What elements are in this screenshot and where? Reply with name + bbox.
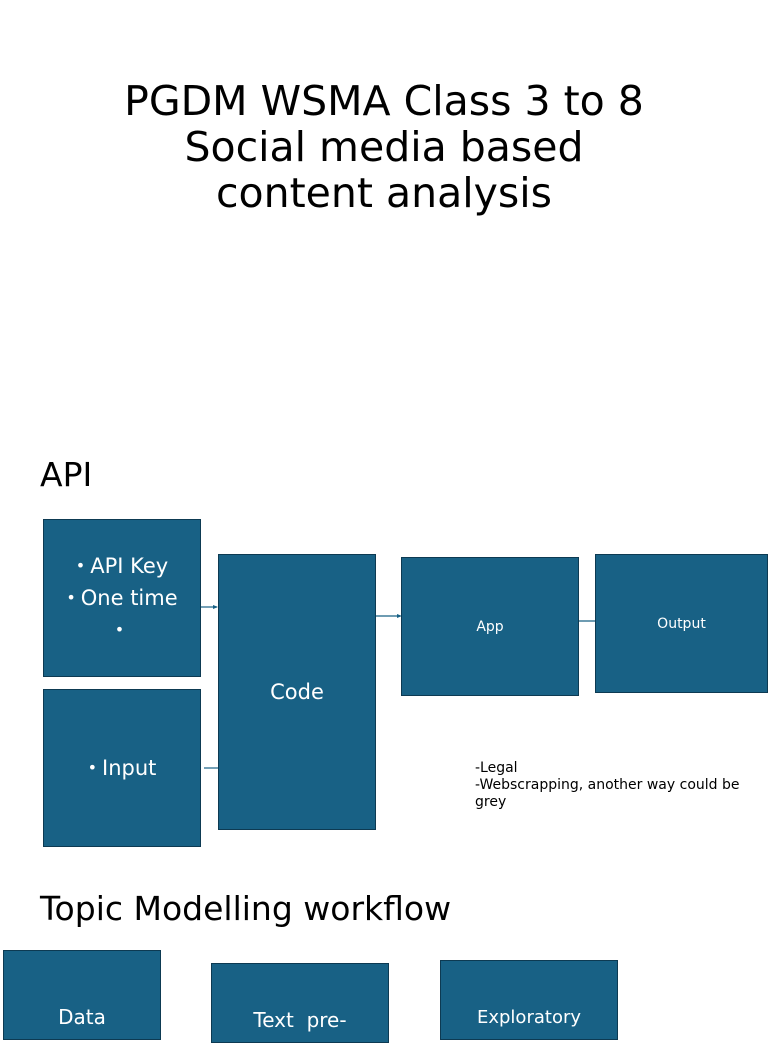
slide-title: PGDM WSMA Class 3 to 8 Social media base… <box>0 78 768 216</box>
api-key-bullet: API Key <box>76 550 168 582</box>
connector-key-to-code-arrowhead <box>213 605 218 609</box>
note-webscrapping: -Webscrapping, another way could be grey <box>475 777 740 810</box>
code-box: Code <box>218 554 376 830</box>
workflow-exploratory-label: Exploratory <box>476 1007 582 1028</box>
output-box: Output <box>595 554 768 693</box>
app-label: App <box>476 618 504 635</box>
one-time-bullet: One time <box>66 582 178 614</box>
workflow-box-text-preprocessing: Text pre- <box>211 963 389 1043</box>
topic-modelling-heading: Topic Modelling workflow <box>40 889 452 928</box>
workflow-data-label: Data <box>58 1005 106 1029</box>
empty-bullet <box>115 614 129 646</box>
connector-code-to-app-arrowhead <box>397 614 402 618</box>
input-box: Input <box>43 689 201 847</box>
workflow-text-preprocessing-label: Text pre- <box>253 1008 347 1032</box>
input-bullet: Input <box>88 752 156 784</box>
title-line-3: content analysis <box>215 169 552 217</box>
workflow-box-exploratory: Exploratory <box>440 960 618 1040</box>
code-label: Code <box>270 680 324 704</box>
title-line-2: Social media based <box>184 123 584 171</box>
title-line-1: PGDM WSMA Class 3 to 8 <box>124 77 644 125</box>
api-key-box: API Key One time <box>43 519 201 677</box>
api-notes: -Legal -Webscrapping, another way could … <box>475 760 765 811</box>
app-box: App <box>401 557 579 696</box>
output-label: Output <box>657 615 706 632</box>
note-legal: -Legal <box>475 760 518 776</box>
api-heading: API <box>40 455 93 494</box>
workflow-box-data: Data <box>3 950 161 1040</box>
